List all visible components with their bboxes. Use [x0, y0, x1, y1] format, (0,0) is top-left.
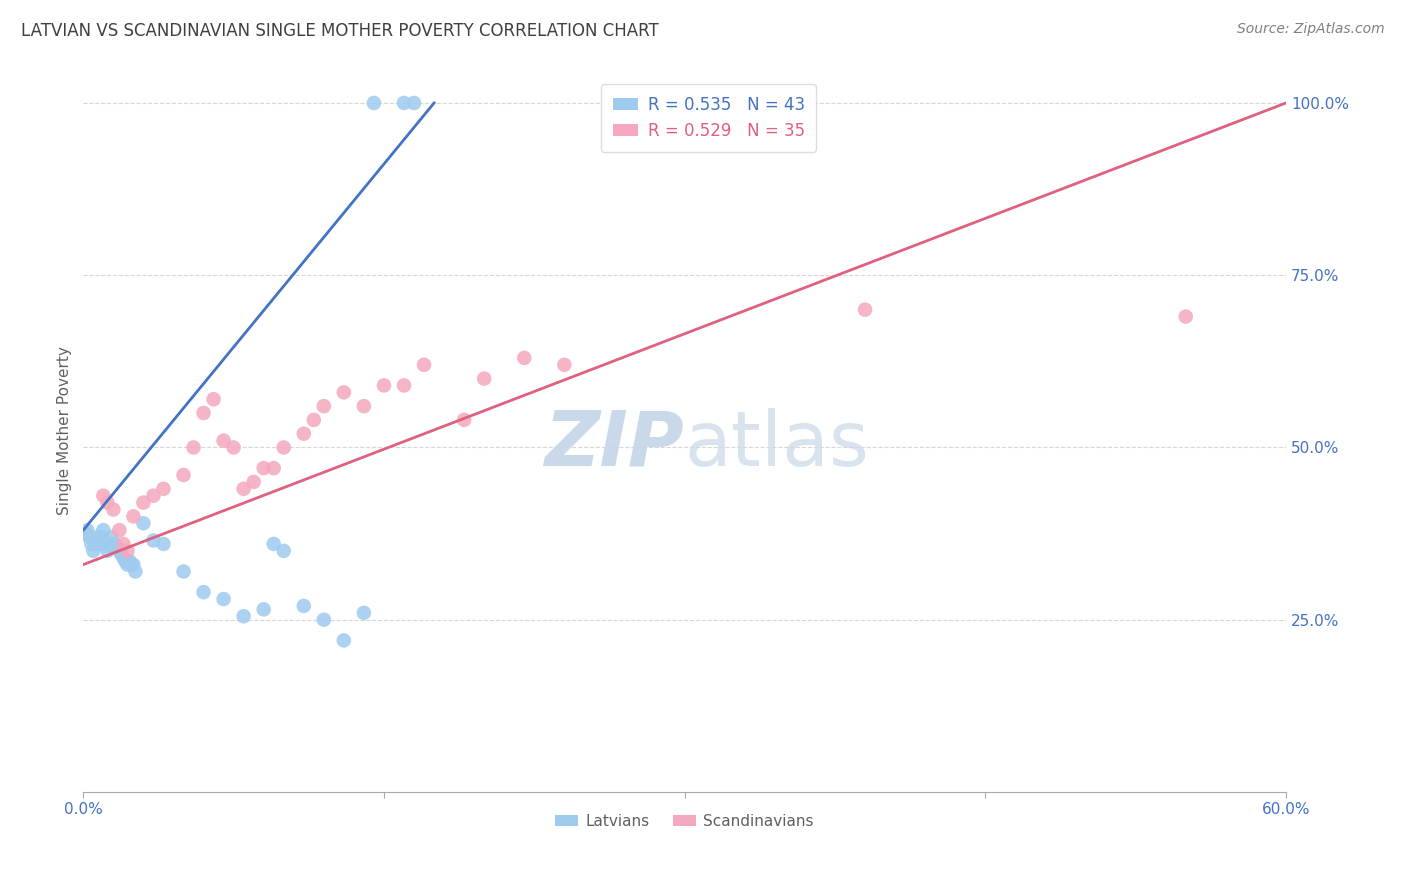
Point — [183, 441, 205, 455]
Point — [108, 544, 131, 558]
Point — [333, 385, 356, 400]
Point — [392, 378, 415, 392]
Point — [513, 351, 536, 365]
Point — [103, 541, 125, 555]
Point — [112, 550, 135, 565]
Point — [91, 489, 114, 503]
Point — [212, 434, 235, 448]
Point — [232, 609, 254, 624]
Point — [1174, 310, 1197, 324]
Point — [117, 558, 139, 572]
Point — [118, 554, 141, 568]
Point — [89, 537, 111, 551]
Legend: Latvians, Scandinavians: Latvians, Scandinavians — [550, 808, 820, 835]
Y-axis label: Single Mother Poverty: Single Mother Poverty — [58, 346, 72, 515]
Point — [114, 554, 136, 568]
Point — [253, 602, 276, 616]
Point — [253, 461, 276, 475]
Point — [413, 358, 436, 372]
Point — [152, 482, 174, 496]
Point — [94, 537, 117, 551]
Point — [84, 537, 107, 551]
Point — [122, 509, 145, 524]
Point — [142, 533, 165, 548]
Point — [103, 502, 125, 516]
Point — [242, 475, 264, 489]
Point — [263, 461, 285, 475]
Point — [453, 413, 475, 427]
Point — [263, 537, 285, 551]
Point — [232, 482, 254, 496]
Point — [76, 523, 98, 537]
Point — [193, 585, 215, 599]
Point — [302, 413, 325, 427]
Point — [80, 537, 103, 551]
Point — [105, 541, 128, 555]
Point — [75, 526, 97, 541]
Point — [142, 489, 165, 503]
Point — [90, 530, 112, 544]
Point — [104, 537, 127, 551]
Text: Source: ZipAtlas.com: Source: ZipAtlas.com — [1237, 22, 1385, 37]
Point — [124, 565, 146, 579]
Point — [173, 468, 195, 483]
Text: atlas: atlas — [685, 408, 869, 482]
Point — [212, 592, 235, 607]
Point — [553, 358, 575, 372]
Point — [472, 371, 495, 385]
Point — [292, 599, 315, 613]
Point — [82, 544, 104, 558]
Point — [312, 399, 335, 413]
Point — [363, 95, 385, 110]
Point — [120, 558, 142, 572]
Point — [100, 530, 122, 544]
Point — [292, 426, 315, 441]
Point — [152, 537, 174, 551]
Point — [392, 95, 415, 110]
Point — [353, 399, 375, 413]
Point — [122, 558, 145, 572]
Text: ZIP: ZIP — [546, 408, 685, 482]
Point — [202, 392, 225, 407]
Point — [193, 406, 215, 420]
Point — [173, 565, 195, 579]
Point — [333, 633, 356, 648]
Point — [86, 530, 108, 544]
Point — [96, 544, 118, 558]
Point — [108, 523, 131, 537]
Point — [117, 544, 139, 558]
Point — [98, 537, 121, 551]
Point — [96, 495, 118, 509]
Point — [110, 547, 132, 561]
Point — [273, 441, 295, 455]
Point — [853, 302, 876, 317]
Point — [132, 495, 155, 509]
Point — [402, 95, 425, 110]
Text: LATVIAN VS SCANDINAVIAN SINGLE MOTHER POVERTY CORRELATION CHART: LATVIAN VS SCANDINAVIAN SINGLE MOTHER PO… — [21, 22, 659, 40]
Point — [222, 441, 245, 455]
Point — [132, 516, 155, 531]
Point — [312, 613, 335, 627]
Point — [112, 537, 135, 551]
Point — [353, 606, 375, 620]
Point — [79, 530, 101, 544]
Point — [373, 378, 395, 392]
Point — [91, 523, 114, 537]
Point — [273, 544, 295, 558]
